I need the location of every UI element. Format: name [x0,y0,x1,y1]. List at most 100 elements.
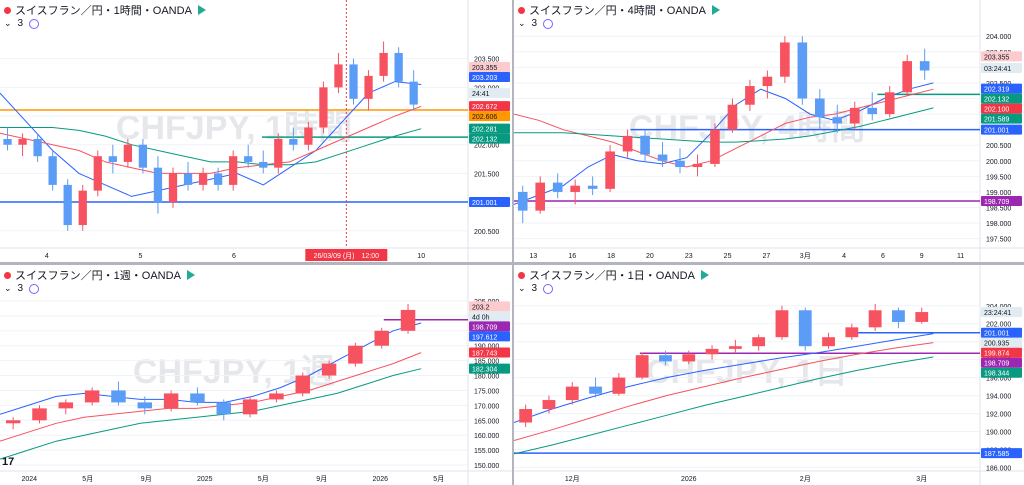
symbol-title[interactable]: スイスフラン／円・4時間・OANDA [529,5,706,17]
panel-divider-horizontal[interactable] [0,262,1024,265]
x-tick-label: 2025 [197,476,213,483]
price-label-bg [981,367,1022,378]
price-label: 187.585 [984,451,1009,458]
x-tick-label: 18 [607,253,615,260]
price-label-bg [469,321,510,332]
y-tick-label: 190.000 [986,429,1011,436]
chart-panel-1d[interactable]: CHFJPY, 1日204.000202.000200.000198.00019… [514,265,1024,485]
candle-body [822,337,835,347]
price-label: 202.672 [472,104,497,111]
price-label: 198.709 [472,324,497,331]
symbol-title[interactable]: スイスフラン／円・1週・OANDA [15,270,181,282]
price-label-bg [469,331,510,342]
collapse-chevron-icon[interactable]: ⌄ [518,283,526,293]
panel-divider-vertical[interactable] [512,0,514,485]
candle-body [682,354,696,362]
price-label: 03:24:41 [984,66,1011,73]
collapse-chevron-icon[interactable]: ⌄ [4,18,12,28]
flag-icon[interactable] [186,270,195,280]
candle-body [3,139,12,145]
candle-body [589,386,602,394]
price-label: 198.709 [984,361,1009,368]
price-label-bg [981,347,1022,358]
price-label: 198.709 [984,199,1009,206]
candle-body [321,363,337,376]
candle-body [304,127,313,145]
symbol-header[interactable]: スイスフラン／円・4時間・OANDA [518,2,720,18]
candle-body [570,185,580,192]
flag-icon[interactable] [711,5,720,15]
chart-panel-1w[interactable]: CHFJPY, 1週205.000200.000195.000190.00018… [0,265,512,485]
candle-body [902,61,912,93]
x-tick-label: 9月 [316,475,327,483]
candle-body [379,52,388,76]
market-status-icon [518,6,525,14]
price-label: 203.355 [472,65,497,72]
indicator-row[interactable]: ⌄ 3 [4,18,40,29]
x-tick-label: 2月 [800,475,811,483]
candle-body [163,393,179,409]
indicator-settings-icon[interactable] [29,283,40,294]
candle-body [884,92,895,115]
x-tick-label: 9 [920,253,924,260]
price-label: 198.344 [984,371,1009,378]
symbol-title[interactable]: スイスフラン／円・1時間・OANDA [15,5,192,17]
candle-body [692,163,703,168]
y-tick-label: 160.000 [474,433,499,440]
candle-body [892,310,905,322]
x-tick-label: 2024 [21,476,37,483]
collapse-chevron-icon[interactable]: ⌄ [4,283,12,293]
candle-body [138,144,148,168]
indicator-count: 3 [17,283,24,294]
collapse-chevron-icon[interactable]: ⌄ [518,18,526,28]
x-tick-label: 2026 [681,476,697,483]
candle-body [565,386,579,401]
price-label: 4d 0h [472,314,490,321]
y-tick-label: 198.000 [986,221,1011,228]
symbol-title[interactable]: スイスフラン／円・1日・OANDA [529,270,695,282]
price-label-bg [981,196,1022,207]
candle-body [915,312,929,322]
candle-body [108,156,117,162]
candle-body [374,330,389,346]
price-label: 187.743 [472,350,497,357]
price-label-bg [469,311,510,322]
candle-body [867,107,878,115]
chart-panel-1h[interactable]: CHFJPY, 1時間203.500203.000202.500202.0002… [0,0,512,262]
x-tick-label: 3月 [800,252,811,260]
market-status-icon [4,271,11,279]
indicator-settings-icon[interactable] [543,18,554,29]
symbol-header[interactable]: スイスフラン／円・1時間・OANDA [4,2,206,18]
candle-body [815,98,825,118]
candle-body [111,390,126,403]
y-tick-label: 165.000 [474,418,499,425]
candle-body [33,139,42,157]
indicator-row[interactable]: ⌄ 3 [518,283,554,294]
y-tick-label: 200.000 [986,159,1011,166]
indicator-row[interactable]: ⌄ 3 [518,18,554,29]
price-label: 201.001 [984,331,1009,338]
candle-body [517,191,528,211]
price-label-bg [469,88,510,99]
tradingview-logo[interactable]: 17 [2,456,15,468]
indicator-count: 3 [531,283,538,294]
indicator-settings-icon[interactable] [543,283,554,294]
candle-body [657,154,668,161]
price-label-bg [981,51,1022,62]
symbol-header[interactable]: スイスフラン／円・1週・OANDA [4,267,195,283]
chart-panel-4h[interactable]: CHFJPY, 4時間204.000203.500203.000202.5002… [514,0,1024,262]
indicator-row[interactable]: ⌄ 3 [4,283,40,294]
y-tick-label: 200.500 [474,229,499,236]
candle-body [153,167,163,203]
flag-icon[interactable] [197,5,206,15]
candle-body [675,160,685,168]
price-label-bg [469,133,510,144]
moving-average-line [0,352,422,442]
price-label: 199.874 [984,351,1009,358]
flag-icon[interactable] [700,270,709,280]
indicator-settings-icon[interactable] [29,18,40,29]
price-label-bg [981,327,1022,338]
price-label-bg [981,93,1022,104]
x-tick-label: 16 [568,253,576,260]
symbol-header[interactable]: スイスフラン／円・1日・OANDA [518,267,709,283]
